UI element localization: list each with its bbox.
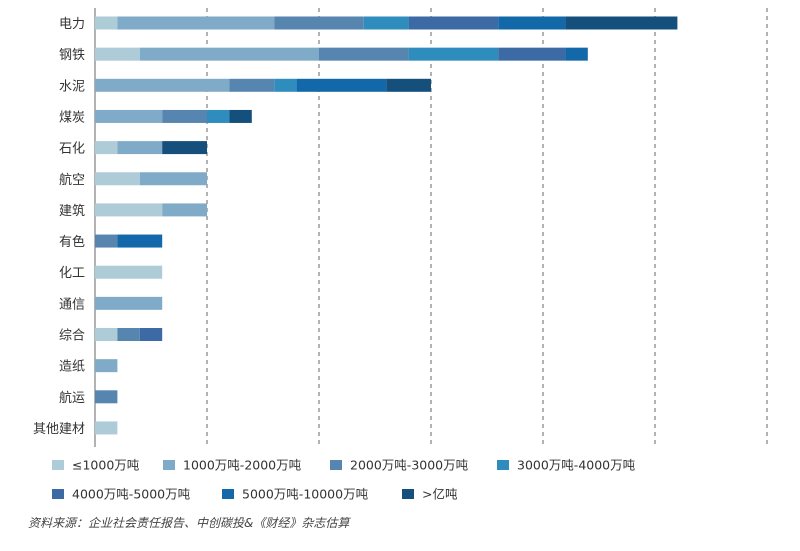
bar-segment xyxy=(162,109,207,123)
bar-segment xyxy=(95,47,140,61)
bar-segment xyxy=(95,141,118,155)
legend-label: 5000万吨-10000万吨 xyxy=(242,487,369,502)
bar-segment xyxy=(565,47,588,61)
category-label: 航运 xyxy=(59,390,85,406)
bar-segment xyxy=(95,234,118,248)
bar-segment xyxy=(117,16,275,30)
category-label: 有色 xyxy=(59,234,85,250)
bar-segment xyxy=(95,296,163,310)
category-label: 钢铁 xyxy=(59,48,85,63)
grid-lines xyxy=(94,8,768,447)
bar-segment xyxy=(95,328,118,341)
bar-segment xyxy=(95,421,118,435)
legend-swatch xyxy=(52,460,64,470)
bar-segment xyxy=(117,141,163,155)
bar-segment xyxy=(139,172,207,186)
bar-segment xyxy=(498,47,566,61)
bar-segment xyxy=(95,390,118,404)
bars xyxy=(95,16,678,435)
legend-swatch xyxy=(497,460,509,470)
category-label: 煤炭 xyxy=(59,110,85,125)
category-label: 通信 xyxy=(59,297,85,312)
source-note: 资料来源：企业社会责任报告、中创碳投&《财经》杂志估算 xyxy=(28,516,351,530)
bar-segment xyxy=(408,47,499,61)
legend-label: >亿吨 xyxy=(422,487,458,502)
category-label: 电力 xyxy=(59,17,85,32)
bar-segment xyxy=(117,234,163,248)
bar-segment xyxy=(408,16,499,30)
category-label: 航空 xyxy=(59,172,85,188)
bar-segment xyxy=(386,78,431,92)
legend-swatch xyxy=(402,489,414,499)
bar-segment xyxy=(207,109,230,123)
bar-segment xyxy=(95,16,118,30)
bar-segment xyxy=(162,141,207,155)
bar-segment xyxy=(229,78,275,92)
bar-segment xyxy=(296,78,387,92)
category-label: 建筑 xyxy=(59,203,85,219)
legend-swatch xyxy=(163,460,175,470)
bar-segment xyxy=(498,16,566,30)
bar-segment xyxy=(162,203,207,217)
bar-segment xyxy=(95,78,230,92)
legend-label: ≤1000万吨 xyxy=(72,458,140,473)
bar-segment xyxy=(95,265,163,279)
bar-segment xyxy=(95,359,118,373)
legend-label: 1000万吨-2000万吨 xyxy=(183,458,302,473)
bar-segment xyxy=(274,78,297,92)
category-label: 石化 xyxy=(59,142,85,157)
bar-segment xyxy=(139,47,319,61)
legend-label: 2000万吨-3000万吨 xyxy=(350,458,469,473)
legend-label: 3000万吨-4000万吨 xyxy=(517,458,636,473)
legend-swatch xyxy=(222,489,234,499)
legend-swatch xyxy=(330,460,342,470)
category-label: 其他建材 xyxy=(33,422,85,437)
bar-segment xyxy=(229,109,252,123)
bar-segment xyxy=(117,328,140,341)
bar-segment xyxy=(363,16,409,30)
bar-segment xyxy=(274,16,364,30)
bar-segment xyxy=(95,172,140,186)
bar-segment xyxy=(565,16,678,30)
bar-segment xyxy=(95,109,163,123)
bar-segment xyxy=(95,203,163,217)
bar-segment xyxy=(139,328,163,341)
legend: ≤1000万吨 1000万吨-2000万吨 2000万吨-3000万吨 3000万吨-… xyxy=(52,458,636,502)
legend-swatch xyxy=(52,489,64,499)
category-label: 造纸 xyxy=(59,360,85,375)
legend-label: 4000万吨-5000万吨 xyxy=(72,487,191,502)
category-label: 综合 xyxy=(59,329,85,344)
category-label: 化工 xyxy=(59,266,85,281)
bar-segment xyxy=(319,47,409,61)
category-label: 水泥 xyxy=(59,79,85,94)
